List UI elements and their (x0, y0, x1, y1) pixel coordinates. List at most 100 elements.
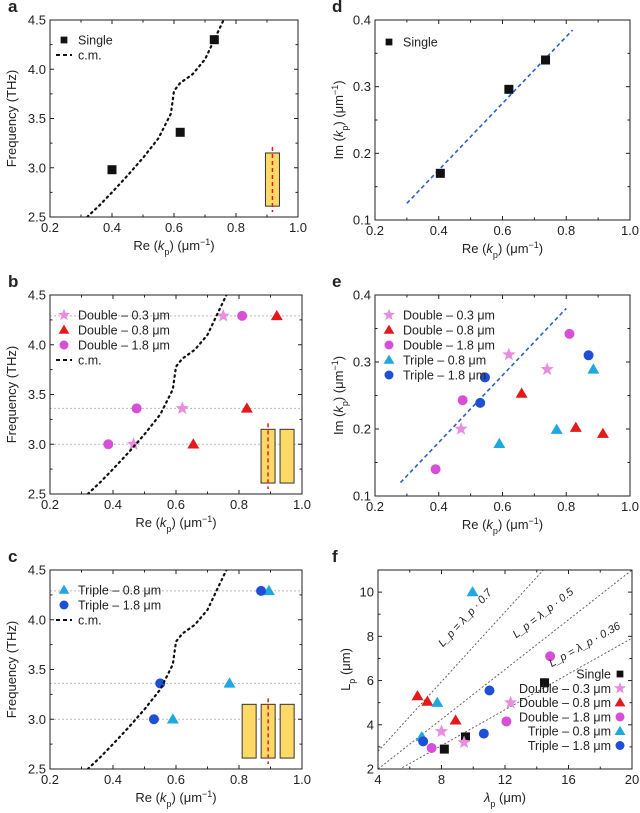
data-point (515, 387, 528, 398)
label-part: ) (μm (331, 371, 346, 402)
legend-entry: Triple – 1.8 μm (59, 599, 161, 613)
data-point (209, 35, 219, 45)
y-axis-label: Frequency (THz) (4, 346, 19, 444)
plot-frame (374, 19, 631, 221)
label-part: k (331, 405, 346, 413)
data-point (175, 401, 189, 415)
x-tick-label: 0.6 (165, 220, 183, 235)
y-tick-label: 4 (367, 717, 374, 732)
legend-entry: c.m. (56, 49, 102, 63)
x-tick-label: 0.2 (41, 497, 59, 512)
x-tick-label: 1.0 (293, 772, 311, 787)
legend-swatch (614, 697, 626, 707)
label-part: λ (483, 790, 490, 805)
y-tick-label: 2.5 (28, 210, 46, 225)
label-part: L (338, 684, 353, 691)
label-part: −1 (202, 789, 212, 799)
legend-entry: Double – 0.3 μm (58, 309, 170, 323)
x-tick-label: 0.4 (430, 223, 448, 238)
label-part: ) (212, 515, 216, 530)
panel-label: b (8, 272, 18, 291)
x-tick-label: 0.6 (493, 223, 511, 238)
x-tick-label: 0.2 (41, 220, 59, 235)
plot-area (50, 295, 302, 494)
label-part: −1 (529, 240, 539, 250)
data-point (107, 165, 117, 175)
legend-entry: Double – 0.8 μm (58, 324, 170, 338)
legend-label: Triple – 1.8 μm (528, 739, 611, 753)
legend-entry: Double – 0.3 μm (519, 682, 626, 696)
legend-entry: c.m. (56, 614, 102, 628)
legend-entry: Double – 0.3 μm (383, 309, 495, 323)
label-part: ) (μm (498, 241, 529, 256)
x-tick-label: 0.4 (104, 497, 122, 512)
legend-label: Triple – 0.8 μm (528, 725, 611, 739)
legend-entry: Triple – 0.8 μm (528, 725, 626, 739)
legend-entry: c.m. (56, 354, 102, 368)
fit-line (399, 307, 567, 484)
data-point (504, 84, 514, 94)
data-point (569, 421, 582, 432)
panel-e: e0.2 0.4 0.6 0.8 1.00.10.20.30.4Re (kp) (μm−… (330, 272, 639, 536)
legend-label: Double – 1.8 μm (78, 339, 170, 353)
data-point (175, 127, 185, 137)
x-tick-label: 16 (561, 772, 575, 787)
data-point (475, 397, 486, 408)
x-tick-label: 1.0 (621, 499, 639, 514)
y-axis-label: Im (kp) (μm−1) (330, 356, 350, 435)
legend-swatch (385, 38, 393, 46)
x-tick-label: 0.8 (230, 772, 248, 787)
y-tick-label: 4.5 (28, 13, 46, 28)
x-axis-label: Re (kp) (μm−1) (462, 240, 543, 260)
label-part: −1 (330, 85, 340, 95)
data-point (502, 347, 516, 361)
label-part: Im ( (331, 137, 346, 160)
x-tick-label: 8 (438, 772, 445, 787)
panel-label: e (332, 272, 341, 291)
label-part: (μm) (495, 790, 526, 805)
cm-curve (86, 570, 228, 769)
y-tick-label: 4.0 (28, 337, 46, 352)
y-tick-label: 3.5 (28, 662, 46, 677)
data-point (457, 395, 468, 406)
label-part: −1 (200, 237, 210, 247)
legend-swatch (384, 340, 394, 350)
plot-area (86, 20, 280, 217)
label-part: k (486, 517, 494, 532)
panel-b: b 0.2 0.4 0.6 0.8 1.0 2.5 3.0 3.5 4.0 4.5 Re (kp) (… (4, 272, 311, 534)
legend-label: Double – 0.8 μm (403, 324, 495, 338)
y-tick-label: 3.5 (28, 111, 46, 126)
label-part: p (347, 679, 357, 684)
y-tick-label: 0.3 (353, 355, 371, 370)
y-tick-label: 0.4 (353, 13, 371, 28)
legend-label: c.m. (78, 49, 102, 63)
x-tick-label: 1.0 (621, 223, 639, 238)
label-part: p (164, 247, 169, 257)
y-tick-label: 0.4 (353, 288, 371, 303)
legend-entry: Single (385, 36, 438, 50)
data-point (430, 464, 441, 475)
label-part: ) (212, 790, 216, 805)
data-point (187, 438, 200, 449)
legend-label: c.m. (78, 614, 102, 628)
label-part: (μm) (338, 648, 353, 679)
label-part: p (340, 401, 350, 406)
label-part: p (166, 524, 171, 534)
x-axis-label: λp (μm) (483, 790, 526, 809)
y-tick-label: 4.0 (28, 62, 46, 77)
panel-c: c 0.2 0.4 0.6 0.8 1.0 2.5 3.0 3.5 4.0 4.5 Re (kp) (… (4, 547, 311, 809)
label-part: k (160, 515, 168, 530)
legend-swatch (58, 324, 70, 334)
y-tick-label: 3.0 (28, 160, 46, 175)
legend-entry: Double – 1.8 μm (59, 339, 170, 353)
label-part: ) (μm (169, 238, 200, 253)
x-tick-label: 1.0 (289, 220, 307, 235)
y-tick-label: 2 (367, 762, 374, 777)
data-point (131, 403, 142, 414)
x-tick-label: 0.2 (366, 499, 384, 514)
legend-label: Double – 0.3 μm (78, 309, 170, 323)
data-point (466, 586, 479, 597)
data-point (545, 651, 556, 662)
